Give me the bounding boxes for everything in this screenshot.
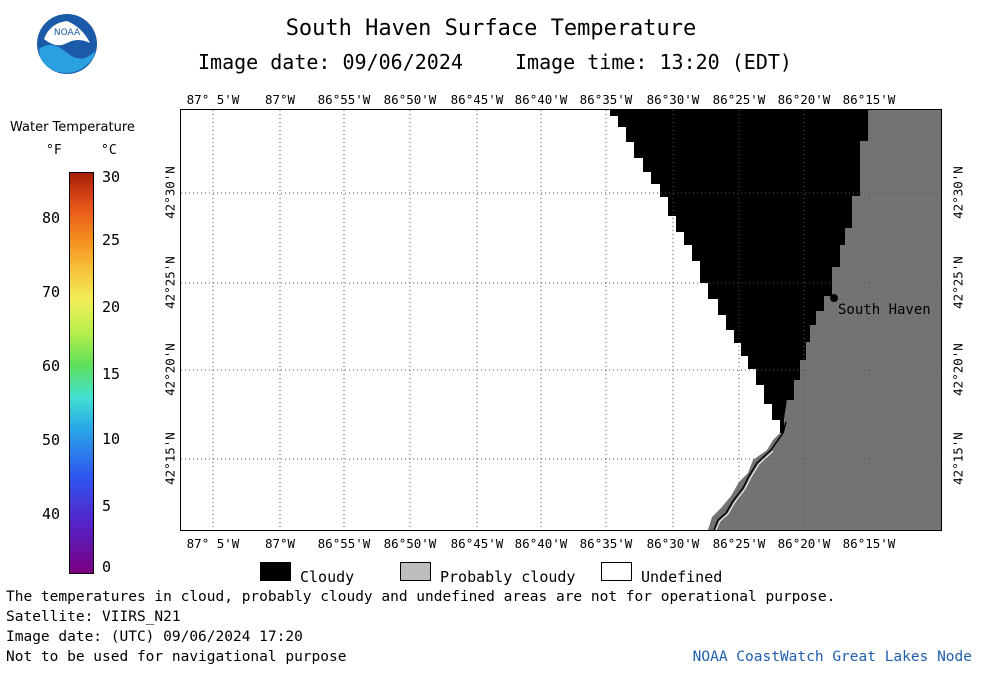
south-haven-marker — [830, 294, 838, 302]
f-tick-label: 40 — [41, 505, 60, 523]
logo-text: NOAA — [54, 28, 81, 38]
unit-fahrenheit: °F — [46, 143, 62, 158]
lon-label-top: 86°15'W — [842, 92, 896, 107]
image-time: Image time: 13:20 (EDT) — [515, 50, 792, 74]
shoreline — [713, 421, 787, 530]
lat-label-right: 42°30'N — [950, 166, 966, 219]
lon-label-bottom: 86°30'W — [646, 536, 700, 551]
lon-label-top: 86°20'W — [777, 92, 831, 107]
lon-label-bottom: 86°50'W — [383, 536, 437, 551]
c-tick-label: 25 — [102, 231, 121, 249]
probably-cloudy-swatch — [400, 562, 431, 581]
disclaimer-note: The temperatures in cloud, probably clou… — [6, 589, 836, 605]
lon-label-top: 86°40'W — [514, 92, 568, 107]
cloudy-label: Cloudy — [300, 568, 355, 586]
lon-label-bottom: 86°25'W — [712, 536, 766, 551]
cloudy-swatch — [260, 562, 291, 581]
c-tick-label: 20 — [102, 298, 121, 316]
c-tick-label: 10 — [102, 430, 121, 448]
lat-label-left: 42°25'N — [162, 256, 178, 309]
map-panel: South Haven — [180, 109, 942, 531]
lat-label-left: 42°20'N — [162, 343, 178, 396]
temperature-colorbar — [69, 172, 94, 574]
probably-cloudy-region — [708, 110, 941, 530]
lon-label-bottom: 87°W — [264, 536, 296, 551]
lat-label-left: 42°30'N — [162, 166, 178, 219]
satellite-info: Satellite: VIIRS_N21 — [6, 609, 181, 625]
undefined-swatch — [601, 562, 632, 581]
place-label-south-haven: South Haven — [838, 302, 931, 318]
lon-label-top: 86°35'W — [579, 92, 633, 107]
lon-label-top: 86°25'W — [712, 92, 766, 107]
lon-label-bottom: 86°55'W — [317, 536, 371, 551]
lon-label-bottom: 86°35'W — [579, 536, 633, 551]
lon-label-bottom: 87° 5'W — [186, 536, 240, 551]
legend-title: Water Temperature — [10, 120, 135, 135]
f-tick-label: 50 — [41, 431, 60, 449]
page-title: South Haven Surface Temperature — [285, 16, 697, 41]
lon-label-top: 86°55'W — [317, 92, 371, 107]
utc-date: Image date: (UTC) 09/06/2024 17:20 — [6, 629, 303, 645]
lon-label-bottom: 86°20'W — [777, 536, 831, 551]
c-tick-label: 5 — [102, 497, 112, 515]
lon-label-top: 86°50'W — [383, 92, 437, 107]
lon-label-top: 86°45'W — [450, 92, 504, 107]
lon-label-top: 87° 5'W — [186, 92, 240, 107]
lat-label-right: 42°15'N — [950, 432, 966, 485]
image-date: Image date: 09/06/2024 — [198, 50, 463, 74]
f-tick-label: 80 — [41, 209, 60, 227]
navigation-warning: Not to be used for navigational purpose — [6, 649, 347, 665]
lat-label-left: 42°15'N — [162, 432, 178, 485]
unit-celsius: °C — [101, 143, 117, 158]
lon-label-bottom: 86°45'W — [450, 536, 504, 551]
shoreline-outline — [715, 450, 774, 530]
lon-label-top: 86°30'W — [646, 92, 700, 107]
lon-label-top: 87°W — [264, 92, 296, 107]
f-tick-label: 60 — [41, 357, 60, 375]
credit-line: NOAA CoastWatch Great Lakes Node — [692, 649, 972, 665]
graticule — [181, 110, 941, 530]
c-tick-label: 0 — [102, 558, 112, 576]
lon-label-bottom: 86°15'W — [842, 536, 896, 551]
probably-cloudy-label: Probably cloudy — [440, 568, 576, 586]
c-tick-label: 30 — [102, 168, 121, 186]
lat-label-right: 42°25'N — [950, 256, 966, 309]
noaa-logo: NOAA — [36, 13, 98, 79]
c-tick-label: 15 — [102, 365, 121, 383]
f-tick-label: 70 — [41, 283, 60, 301]
undefined-region — [181, 110, 780, 530]
lat-label-right: 42°20'N — [950, 343, 966, 396]
undefined-label: Undefined — [641, 568, 723, 586]
lon-label-bottom: 86°40'W — [514, 536, 568, 551]
